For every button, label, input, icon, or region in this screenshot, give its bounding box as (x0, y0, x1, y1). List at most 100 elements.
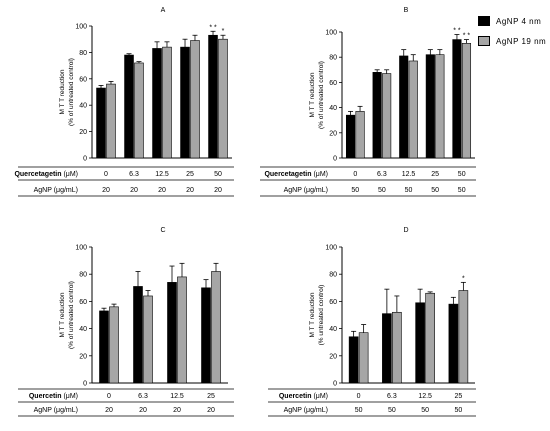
bar (133, 286, 143, 384)
compound-name: Quercetagetin (264, 171, 313, 178)
bar (425, 54, 435, 159)
compound-row-label: Quercetin (μM) (29, 393, 78, 400)
compound-name: Quercetin (279, 393, 314, 400)
agnp-concentration: 50 (454, 407, 462, 414)
y-tick-label: 100 (75, 24, 87, 31)
compound-concentration: 6.3 (129, 171, 139, 178)
legend-label: AgNP 19 nm (496, 36, 547, 46)
compound-row-label: Quercetagetin (μM) (264, 171, 328, 178)
compound-row-label: Quercetin (μM) (279, 393, 328, 400)
agnp-concentration: 20 (130, 187, 138, 194)
y-tick-label: 80 (329, 55, 337, 62)
legend: AgNP 4 nm AgNP 19 nm (478, 14, 550, 54)
y-axis-label: (% of untreated control) (68, 58, 75, 126)
bar (124, 54, 134, 159)
bar (162, 46, 172, 159)
y-tick-label: 100 (325, 245, 337, 252)
compound-unit: (μM) (313, 171, 328, 178)
compound-concentration: 25 (207, 393, 215, 400)
compound-concentration: 50 (458, 171, 466, 178)
legend-item-agnp-4nm: AgNP 4 nm (478, 14, 550, 28)
bar (211, 271, 221, 384)
y-tick-label: 0 (83, 381, 87, 388)
y-tick-label: 60 (329, 299, 337, 306)
compound-concentration: 0 (357, 393, 361, 400)
compound-concentration: 50 (214, 171, 222, 178)
panel-title: A (161, 7, 166, 14)
y-tick-label: 40 (79, 326, 87, 333)
compound-concentration: 12.5 (155, 171, 169, 178)
agnp-concentration: 50 (421, 407, 429, 414)
y-tick-label: 0 (333, 156, 337, 163)
y-axis-label: M T T reduction (59, 292, 66, 337)
bar (408, 60, 418, 159)
bar (355, 111, 365, 159)
agnp-concentration: 50 (388, 407, 396, 414)
bar (399, 55, 409, 159)
agnp-concentration: 20 (173, 407, 181, 414)
bar (201, 287, 211, 384)
bar (448, 303, 459, 384)
bar (152, 48, 162, 159)
bar (458, 290, 469, 384)
bar (177, 276, 187, 384)
y-tick-label: 20 (79, 129, 87, 136)
legend-label: AgNP 4 nm (496, 16, 542, 26)
compound-concentration: 6.3 (387, 393, 397, 400)
agnp-concentration: 50 (355, 407, 363, 414)
bar (218, 38, 228, 159)
y-axis-label: (% untreated control) (318, 285, 325, 346)
y-tick-label: 80 (79, 50, 87, 57)
agnp-row-label: AgNP (μg/mL) (284, 187, 328, 194)
y-tick-label: 100 (325, 30, 337, 37)
compound-concentration: 6.3 (138, 393, 148, 400)
y-tick-label: 40 (79, 103, 87, 110)
y-tick-label: 100 (75, 245, 87, 252)
agnp-concentration: 20 (207, 407, 215, 414)
bar (382, 313, 392, 384)
y-tick-label: 40 (329, 326, 337, 333)
y-tick-label: 80 (79, 272, 87, 279)
y-tick-label: 20 (79, 353, 87, 360)
compound-name: Quercetin (29, 393, 64, 400)
legend-item-agnp-19nm: AgNP 19 nm (478, 34, 550, 48)
agnp-concentration: 50 (378, 187, 386, 194)
bar (382, 73, 392, 159)
compound-concentration: 12.5 (418, 393, 432, 400)
bar (109, 306, 119, 384)
bar (208, 34, 218, 159)
agnp-concentration: 50 (351, 187, 359, 194)
panel-title: D (403, 227, 408, 234)
chart-panel-a: A 0 20 40 60 80 100 M T T reduction (% of untrea… (14, 7, 234, 197)
bar (392, 311, 402, 384)
compound-concentration: 25 (454, 393, 462, 400)
significance-marker: * (222, 28, 225, 35)
agnp-row-label: AgNP (μg/mL) (34, 407, 78, 414)
bar (435, 54, 445, 159)
agnp-concentration: 50 (458, 187, 466, 194)
y-tick-label: 20 (329, 130, 337, 137)
bar (348, 336, 359, 384)
bar (461, 43, 472, 159)
y-tick-label: 60 (329, 80, 337, 87)
compound-unit: (μM) (63, 171, 78, 178)
compound-unit: (μM) (63, 393, 78, 400)
bar (180, 46, 190, 159)
bar (452, 39, 462, 159)
compound-concentration: 6.3 (377, 171, 387, 178)
y-tick-label: 20 (329, 353, 337, 360)
chart-panel-d: D 0 20 40 60 80 100 M T T reduction (% untreated… (268, 227, 476, 417)
compound-name: Quercetagetin (14, 171, 63, 178)
y-axis-label: M T T reduction (309, 72, 316, 117)
compound-row-label: Quercetagetin (μM) (14, 171, 78, 178)
compound-concentration: 25 (186, 171, 194, 178)
panel-title: C (160, 227, 165, 234)
bar (106, 83, 116, 159)
y-tick-label: 60 (79, 299, 87, 306)
bar (415, 302, 425, 384)
significance-marker: * * (453, 28, 461, 35)
y-axis-label: (% of untreated control) (318, 61, 325, 129)
bar (190, 40, 200, 159)
